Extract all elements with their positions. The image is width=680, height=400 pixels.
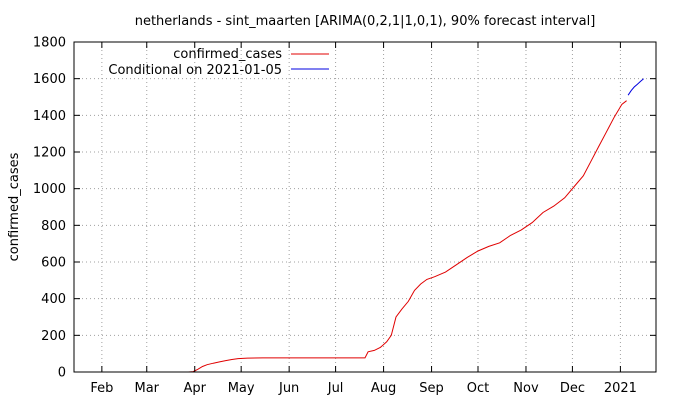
y-tick-label: 600 <box>41 256 66 271</box>
chart-title: netherlands - sint_maarten [ARIMA(0,2,1|… <box>135 14 596 29</box>
legend-label-forecast: Conditional on 2021-01-05 <box>108 63 282 78</box>
series-layer <box>188 78 644 373</box>
y-tick-label: 800 <box>41 219 66 234</box>
y-tick-label: 1600 <box>33 72 66 87</box>
y-tick-label: 400 <box>41 292 66 307</box>
x-tick-label: Feb <box>90 381 113 396</box>
x-tick-label: Jun <box>278 381 299 396</box>
y-tick-label: 0 <box>58 366 66 381</box>
x-tick-label: Jul <box>327 381 344 396</box>
legend: confirmed_cases Conditional on 2021-01-0… <box>108 47 329 78</box>
x-tick-label: Nov <box>513 381 539 396</box>
x-tick-label: 2021 <box>604 381 637 396</box>
y-axis-label: confirmed_cases <box>7 152 22 261</box>
x-tick-label: Sep <box>419 381 444 396</box>
x-tick-label: Aug <box>371 381 396 396</box>
y-tick-label: 1000 <box>33 182 66 197</box>
x-tick-label: Apr <box>183 381 206 396</box>
plot-frame <box>73 41 657 373</box>
x-tick-label: Mar <box>134 381 159 396</box>
axis-ticks: 0 200 400 600 800 1000 1200 1400 1600 1800 Feb Mar A… <box>33 36 656 396</box>
grid <box>74 42 656 372</box>
y-tick-label: 1200 <box>33 146 66 161</box>
series-line-forecast <box>627 78 644 96</box>
x-tick-label: Oct <box>467 381 489 396</box>
y-tick-label: 1800 <box>33 36 66 51</box>
legend-label-confirmed-cases: confirmed_cases <box>173 47 282 62</box>
y-tick-label: 1400 <box>33 109 66 124</box>
x-tick-label: Dec <box>560 381 585 396</box>
series-line-confirmed-cases <box>188 100 627 373</box>
x-tick-label: May <box>228 381 255 396</box>
y-tick-label: 200 <box>41 329 66 344</box>
